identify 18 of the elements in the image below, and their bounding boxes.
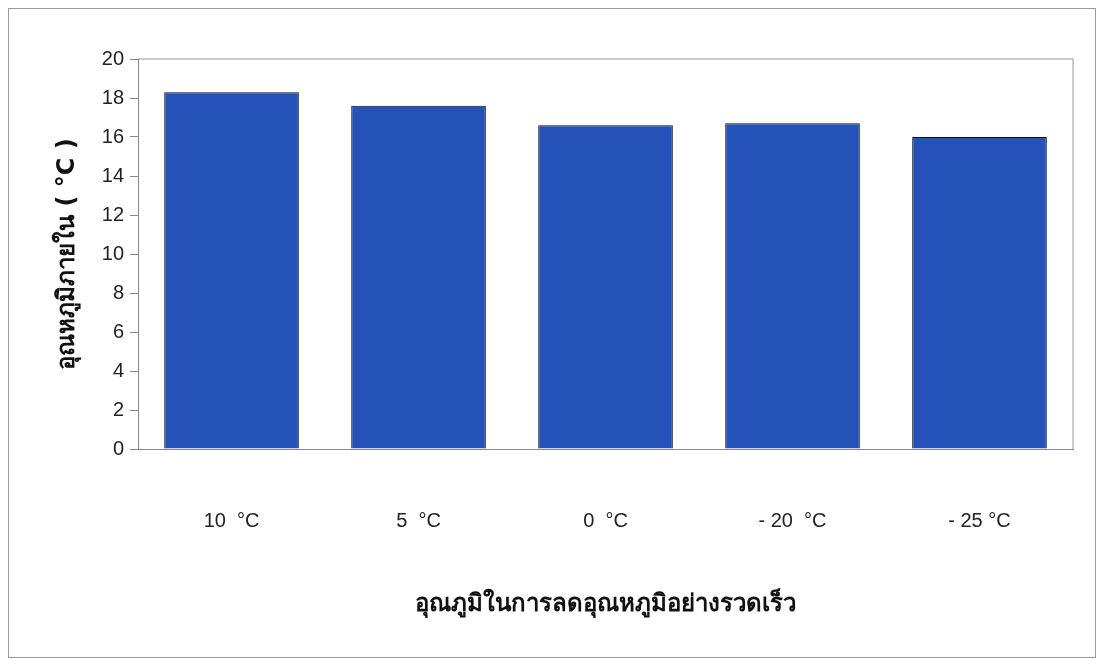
y-tick-label: 20 (101, 46, 125, 69)
x-tick-label: 5 °C (396, 508, 441, 531)
x-tick-label: 0 °C (583, 508, 628, 531)
y-tick-label: 0 (112, 436, 125, 459)
y-tick-label: 16 (101, 124, 125, 147)
x-tick-label: 10 °C (203, 508, 260, 531)
y-tick-label: 14 (101, 163, 125, 186)
y-tick-label: 6 (112, 319, 125, 342)
y-tick-label: 2 (112, 397, 125, 420)
y-tick-label: 8 (112, 280, 125, 303)
y-axis-title: อุณหภูมิภายใน ( °C ) (50, 138, 82, 370)
y-tick-label: 10 (101, 241, 125, 264)
x-tick-label: - 20 °C (758, 508, 827, 531)
y-tick-label: 18 (101, 85, 125, 108)
x-axis-title: อุณภูมิในการลดอุณหภูมิอย่างรวดเร็ว (415, 588, 797, 620)
y-tick-label: 12 (101, 202, 125, 225)
y-tick-label: 4 (112, 358, 125, 381)
x-tick-label: - 25 °C (948, 508, 1011, 531)
